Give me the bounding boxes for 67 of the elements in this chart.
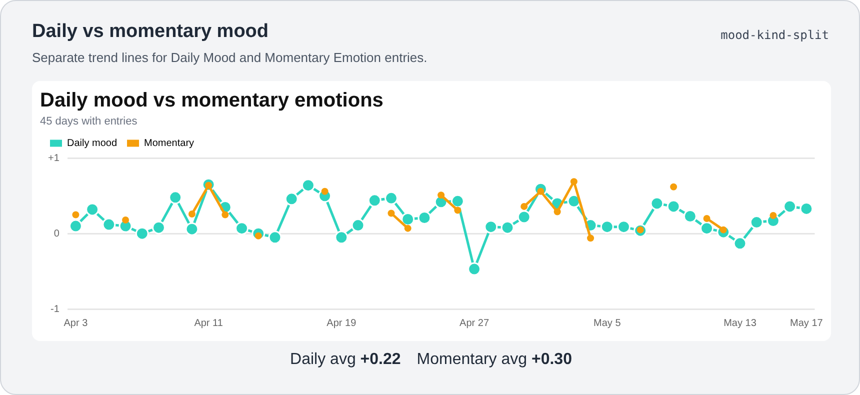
point	[388, 210, 395, 217]
point	[570, 178, 578, 186]
point	[783, 200, 797, 214]
point	[222, 211, 229, 218]
point	[368, 194, 382, 208]
legend-label: Daily mood	[67, 138, 118, 149]
x-tick-label: Apr 27	[460, 318, 490, 329]
point	[384, 191, 398, 205]
y-tick-label: -1	[50, 304, 60, 315]
point	[235, 222, 249, 236]
y-tick-label: 0	[54, 228, 60, 240]
point	[301, 178, 315, 192]
point	[351, 218, 365, 232]
point	[703, 215, 710, 222]
point	[484, 220, 498, 234]
point	[700, 222, 714, 236]
point	[520, 202, 528, 210]
point	[438, 192, 445, 199]
point	[284, 192, 298, 206]
point	[122, 216, 130, 224]
chart-title: Daily mood vs momentary emotions	[40, 90, 384, 112]
point	[616, 220, 630, 234]
text: Daily avg +0.22	[290, 351, 401, 368]
point	[468, 262, 482, 276]
text: Separate trend lines for Daily Mood and Momentary Emotion entries.	[32, 50, 428, 65]
point	[450, 194, 464, 208]
chart-subtitle: 45 days with entries	[40, 116, 138, 128]
point	[152, 220, 166, 234]
point	[188, 210, 196, 218]
text: mood-kind-split	[720, 28, 829, 42]
point	[750, 216, 764, 230]
point	[650, 196, 664, 210]
point	[600, 220, 614, 234]
point	[68, 219, 82, 233]
point	[72, 211, 80, 218]
point	[770, 212, 777, 220]
point	[168, 190, 182, 204]
point	[321, 188, 328, 195]
point	[683, 210, 697, 224]
x-tick-label: May 13	[724, 318, 757, 329]
point	[102, 218, 116, 232]
point	[517, 210, 531, 224]
point	[185, 222, 199, 236]
x-tick-label: Apr 11	[194, 318, 224, 329]
point	[800, 202, 814, 216]
point	[666, 200, 680, 214]
point	[86, 202, 100, 216]
point	[500, 220, 514, 234]
point	[554, 208, 561, 216]
point	[268, 230, 282, 244]
point	[418, 211, 432, 225]
x-tick-label: May 17	[790, 318, 824, 329]
text: Momentary avg +0.30	[416, 351, 572, 368]
text: Daily vs momentary mood	[32, 21, 269, 43]
y-tick-label: +1	[48, 152, 60, 164]
x-tick-label: Apr 3	[64, 318, 88, 329]
point	[587, 234, 594, 242]
x-tick-label: May 5	[594, 318, 622, 329]
point	[733, 236, 747, 250]
point	[670, 183, 678, 190]
point	[135, 226, 149, 240]
legend-label: Momentary	[144, 138, 194, 149]
point	[334, 230, 348, 244]
x-tick-label: Apr 19	[326, 318, 357, 329]
point	[404, 224, 412, 232]
point	[454, 206, 462, 214]
point	[401, 212, 415, 226]
